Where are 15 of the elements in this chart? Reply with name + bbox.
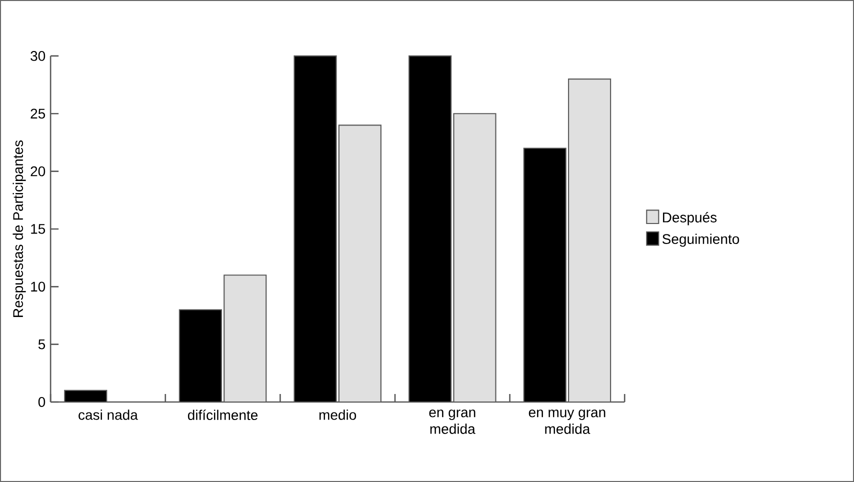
x-tick-label: en muy gran medida	[528, 410, 606, 434]
y-tick-label: 5	[38, 339, 46, 350]
y-tick-label: 10	[31, 282, 46, 292]
y-tick-label: 15	[31, 224, 46, 234]
x-tick-label: en gran medida	[429, 410, 476, 434]
y-tick-label: 20	[30, 166, 46, 176]
legend-label: Después	[662, 212, 717, 226]
y-tick-label: 30	[30, 51, 46, 61]
y-tick-label: 0	[38, 397, 46, 407]
y-tick-label: 25	[30, 108, 46, 119]
x-tick-label: medio	[319, 410, 356, 420]
y-axis-title: Respuestas de Participantes	[12, 140, 26, 317]
x-tick-label: difícilmente	[188, 410, 258, 420]
x-tick-label: casi nada	[78, 410, 138, 420]
legend-label: Seguimiento	[662, 234, 740, 247]
